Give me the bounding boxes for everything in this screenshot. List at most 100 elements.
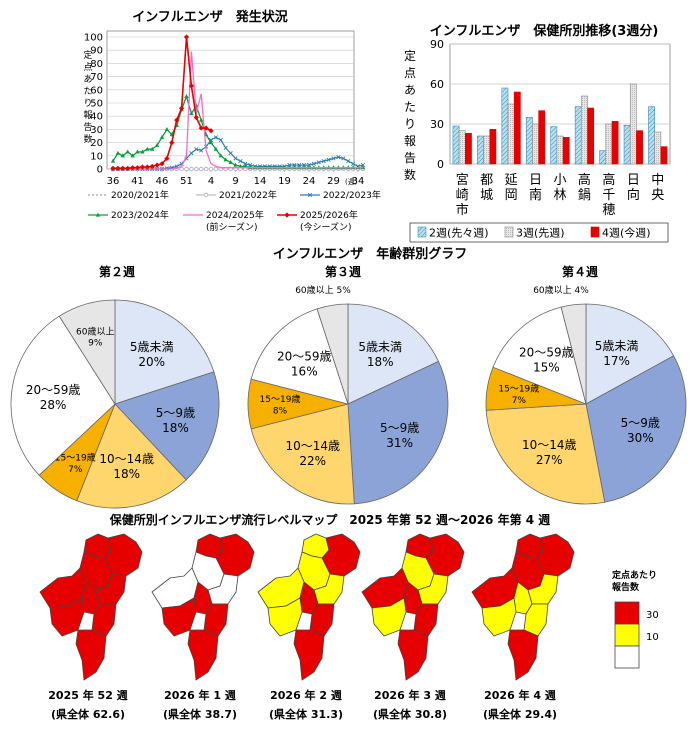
pie-slice-1 — [114, 371, 220, 481]
pie-slice-5 — [560, 303, 587, 405]
line-x-unit: (週) — [345, 177, 358, 186]
legend-label: 2020/2021年 — [111, 189, 169, 201]
map-section: 保健所別インフルエンザ流行レベルマップ 2025 年第 52 週～2026 年第… — [39, 512, 659, 721]
bar-category-label-char: 市 — [456, 202, 469, 218]
line-point — [164, 127, 170, 131]
bar-5-1 — [581, 95, 588, 165]
pie-pct: 20% — [138, 355, 165, 369]
bar-category-label-char: 向 — [627, 187, 640, 203]
line-point — [198, 125, 204, 131]
line-point — [213, 166, 219, 172]
map-week-label: 2026 年 2 週 — [270, 688, 342, 702]
line-legend-item: 2020/2021年 — [88, 189, 169, 201]
map-1 — [151, 533, 255, 681]
line-ytick-label: 50 — [90, 99, 103, 110]
bar-category-label-char: 中 — [651, 173, 664, 188]
line-point — [203, 192, 209, 198]
bar-category-label-char: 小 — [553, 173, 566, 188]
line-ytick-label: 0 — [97, 165, 103, 176]
line-xtick-label: 24 — [303, 176, 316, 187]
line-point — [120, 165, 126, 171]
pie-label: 60歳以上 5% — [295, 284, 351, 296]
pie-pct: 18% — [367, 355, 394, 369]
pie-label: 20～59歳 — [519, 346, 574, 360]
map-week-label: 2026 年 4 週 — [484, 688, 556, 702]
bar-6-2 — [611, 121, 619, 165]
pie-label: 15～19歳 — [260, 393, 301, 405]
pie-slice-2 — [250, 403, 355, 505]
pie-slice-1 — [585, 355, 687, 503]
line-point — [360, 162, 366, 168]
map-region-1 — [321, 533, 361, 577]
bar-8-1 — [654, 131, 662, 165]
map-legend-level: 10 — [646, 632, 659, 643]
line-point — [149, 163, 155, 169]
line-point — [203, 125, 209, 131]
map-region-8 — [397, 629, 429, 681]
line-point — [233, 156, 238, 161]
legend-label: (今シーズン) — [300, 221, 352, 233]
line-ylabel-char: た — [83, 86, 92, 97]
pie-slice-0 — [585, 303, 675, 405]
bar-legend-label: 2週(先々週) — [429, 227, 489, 240]
map-total-label: (県全体 38.7) — [163, 707, 237, 721]
line-point — [243, 163, 248, 168]
pie-pct: 9% — [88, 339, 103, 349]
bar-5-2 — [587, 107, 595, 165]
map-week-label: 2026 年 3 週 — [374, 688, 446, 702]
line-point — [198, 166, 204, 172]
pie-section-title: インフルエンザ 年齢群別グラフ — [273, 246, 468, 262]
line-ytick-label: 40 — [90, 112, 103, 123]
line-point — [110, 165, 116, 171]
line-point — [307, 192, 313, 198]
bar-category-label-char: 高 — [602, 172, 615, 188]
pie-pct: 30% — [627, 431, 654, 445]
pie-slice-5 — [58, 299, 116, 406]
bar-2-0 — [501, 87, 509, 165]
line-point — [154, 162, 160, 168]
map-legend-level: 30 — [646, 610, 659, 621]
line-point — [189, 151, 194, 156]
bar-ytick-label: 60 — [430, 78, 444, 91]
map-legend-box-0 — [614, 601, 640, 625]
line-point — [203, 166, 209, 172]
bar-ylabel-char: 定 — [404, 48, 416, 63]
legend-label: 2025/2026年 — [300, 209, 358, 221]
pie-pct: 22% — [299, 454, 326, 468]
line-legend-item: 2025/2026年(今シーズン) — [277, 209, 358, 233]
line-ylabel-char: 告 — [83, 121, 92, 133]
pie-slice-2 — [76, 403, 187, 509]
line-point — [341, 156, 346, 161]
bar-category-label-char: 南 — [529, 187, 542, 203]
bar-category-label-char: 城 — [480, 188, 493, 203]
bar-category-label-char: 宮 — [456, 172, 469, 188]
line-point — [120, 153, 125, 158]
bar-category-label-char: 日 — [529, 173, 542, 188]
bar-category-label-char: 央 — [651, 188, 664, 203]
bar-category-label-char: 延 — [505, 173, 518, 188]
line-point — [292, 162, 297, 168]
line-point — [336, 155, 341, 160]
pie-title: 第３週 — [325, 264, 361, 279]
line-series-4 — [113, 51, 363, 170]
legend-label: 2022/2023年 — [323, 189, 381, 201]
bar-7-1 — [629, 83, 637, 165]
bar-ylabel-char: 数 — [404, 167, 416, 182]
line-plot-area — [106, 30, 355, 170]
line-series-path — [113, 51, 363, 170]
line-point — [213, 146, 219, 151]
line-point — [331, 156, 336, 161]
bar-8-2 — [660, 146, 668, 165]
map-section-title: 保健所別インフルエンザ流行レベルマップ 2025 年第 52 週～2026 年第… — [109, 512, 551, 527]
pie-label: 15～19歳 — [55, 452, 96, 464]
line-point — [316, 160, 321, 165]
bar-category-label-char: 崎 — [456, 188, 469, 203]
line-legend-item: 2024/2025年(前シーズン) — [183, 209, 264, 233]
pie-pct: 15% — [533, 361, 560, 375]
pie-pct: 7% — [68, 465, 83, 475]
line-legend-item: 2022/2023年 — [300, 189, 381, 201]
line-ytick-label: 20 — [90, 138, 103, 149]
